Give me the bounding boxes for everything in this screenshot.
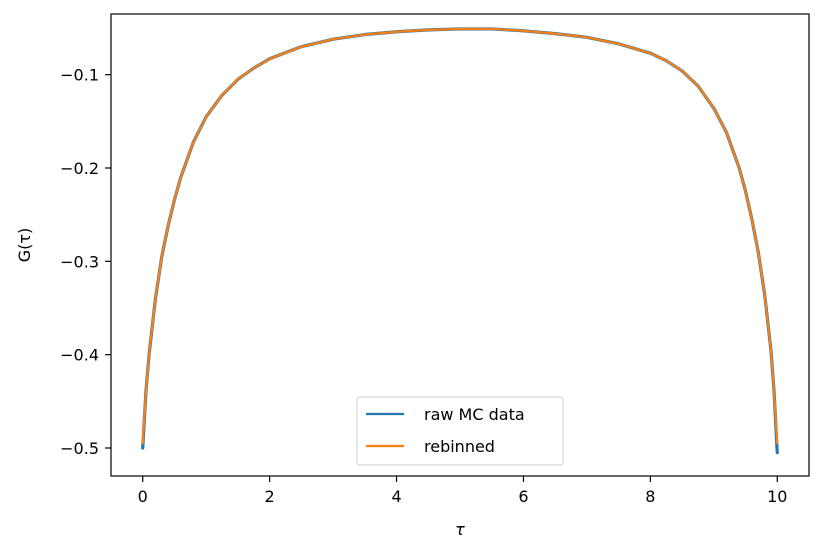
series-line-rebinned bbox=[141, 27, 779, 445]
y-tick-label: −0.3 bbox=[60, 252, 99, 271]
plot-area bbox=[141, 27, 779, 455]
axes-frame bbox=[110, 13, 810, 477]
y-tick-label: −0.1 bbox=[60, 66, 99, 85]
x-tick-label: 0 bbox=[138, 487, 148, 506]
legend-box bbox=[356, 396, 564, 466]
legend: raw MC data rebinned bbox=[356, 396, 564, 466]
y-axis: −0.1 −0.2 −0.3 −0.4 −0.5 bbox=[60, 66, 111, 458]
legend-label-raw: raw MC data bbox=[424, 405, 525, 424]
y-tick-label: −0.4 bbox=[60, 346, 99, 365]
y-axis-label: G(τ) bbox=[15, 228, 34, 263]
y-tick-label: −0.2 bbox=[60, 159, 99, 178]
x-tick-label: 8 bbox=[645, 487, 655, 506]
x-axis: 0 2 4 6 8 10 bbox=[138, 476, 787, 506]
legend-label-rebinned: rebinned bbox=[424, 437, 495, 456]
x-axis-label: τ bbox=[455, 520, 465, 539]
y-tick-label: −0.5 bbox=[60, 439, 99, 458]
x-tick-label: 2 bbox=[265, 487, 275, 506]
x-tick-label: 6 bbox=[518, 487, 528, 506]
x-tick-label: 10 bbox=[767, 487, 787, 506]
x-tick-label: 4 bbox=[391, 487, 401, 506]
